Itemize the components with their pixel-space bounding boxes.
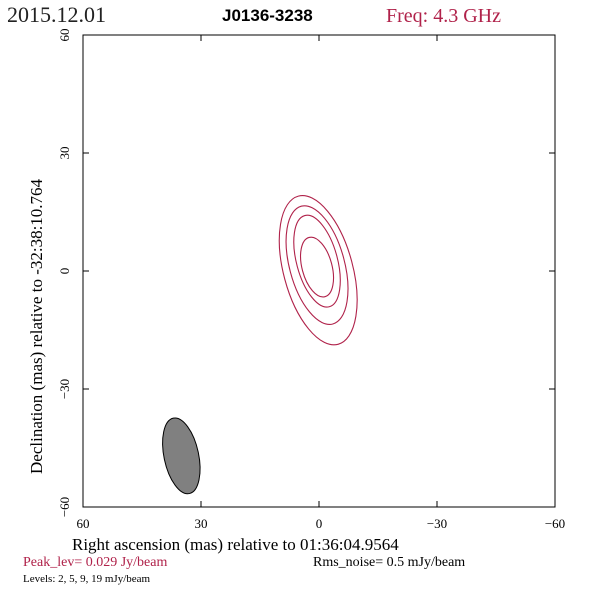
beam-ellipse bbox=[162, 417, 201, 495]
y-tick-label: −60 bbox=[57, 497, 72, 517]
observation-date: 2015.12.01 bbox=[7, 2, 106, 27]
y-tick-label: 60 bbox=[57, 29, 72, 42]
x-tick-labels: 60 30 0 −30 −60 bbox=[77, 516, 566, 531]
contour-level-19 bbox=[300, 236, 335, 298]
x-tick-label: 0 bbox=[316, 516, 323, 531]
contour-level-9 bbox=[293, 214, 341, 308]
contour-levels: Levels: 2, 5, 9, 19 mJy/beam bbox=[23, 573, 151, 585]
y-tick-label: 0 bbox=[57, 268, 72, 275]
contour-level-5 bbox=[285, 205, 349, 325]
y-tick-label: −30 bbox=[57, 379, 72, 399]
y-axis-label: Declination (mas) relative to -32:38:10.… bbox=[27, 178, 46, 474]
contour-level-2 bbox=[278, 195, 358, 346]
x-tick-label: 60 bbox=[77, 516, 90, 531]
beam-ellipse-layer bbox=[162, 417, 201, 495]
frequency-label: Freq: 4.3 GHz bbox=[386, 5, 501, 27]
rms-noise: Rms_noise= 0.5 mJy/beam bbox=[313, 555, 465, 570]
x-axis-label: Right ascension (mas) relative to 01:36:… bbox=[72, 535, 399, 554]
x-tick-label: −60 bbox=[545, 516, 565, 531]
x-tick-label: 30 bbox=[195, 516, 208, 531]
source-name: J0136-3238 bbox=[222, 6, 313, 25]
axis-ticks bbox=[82, 34, 556, 508]
peak-level: Peak_lev= 0.029 Jy/beam bbox=[23, 555, 167, 570]
y-tick-labels: −60 −30 0 30 60 bbox=[57, 29, 72, 518]
x-tick-label: −30 bbox=[427, 516, 447, 531]
contour-lines bbox=[278, 195, 358, 346]
plot-frame bbox=[82, 34, 556, 508]
y-tick-label: 30 bbox=[57, 147, 72, 160]
